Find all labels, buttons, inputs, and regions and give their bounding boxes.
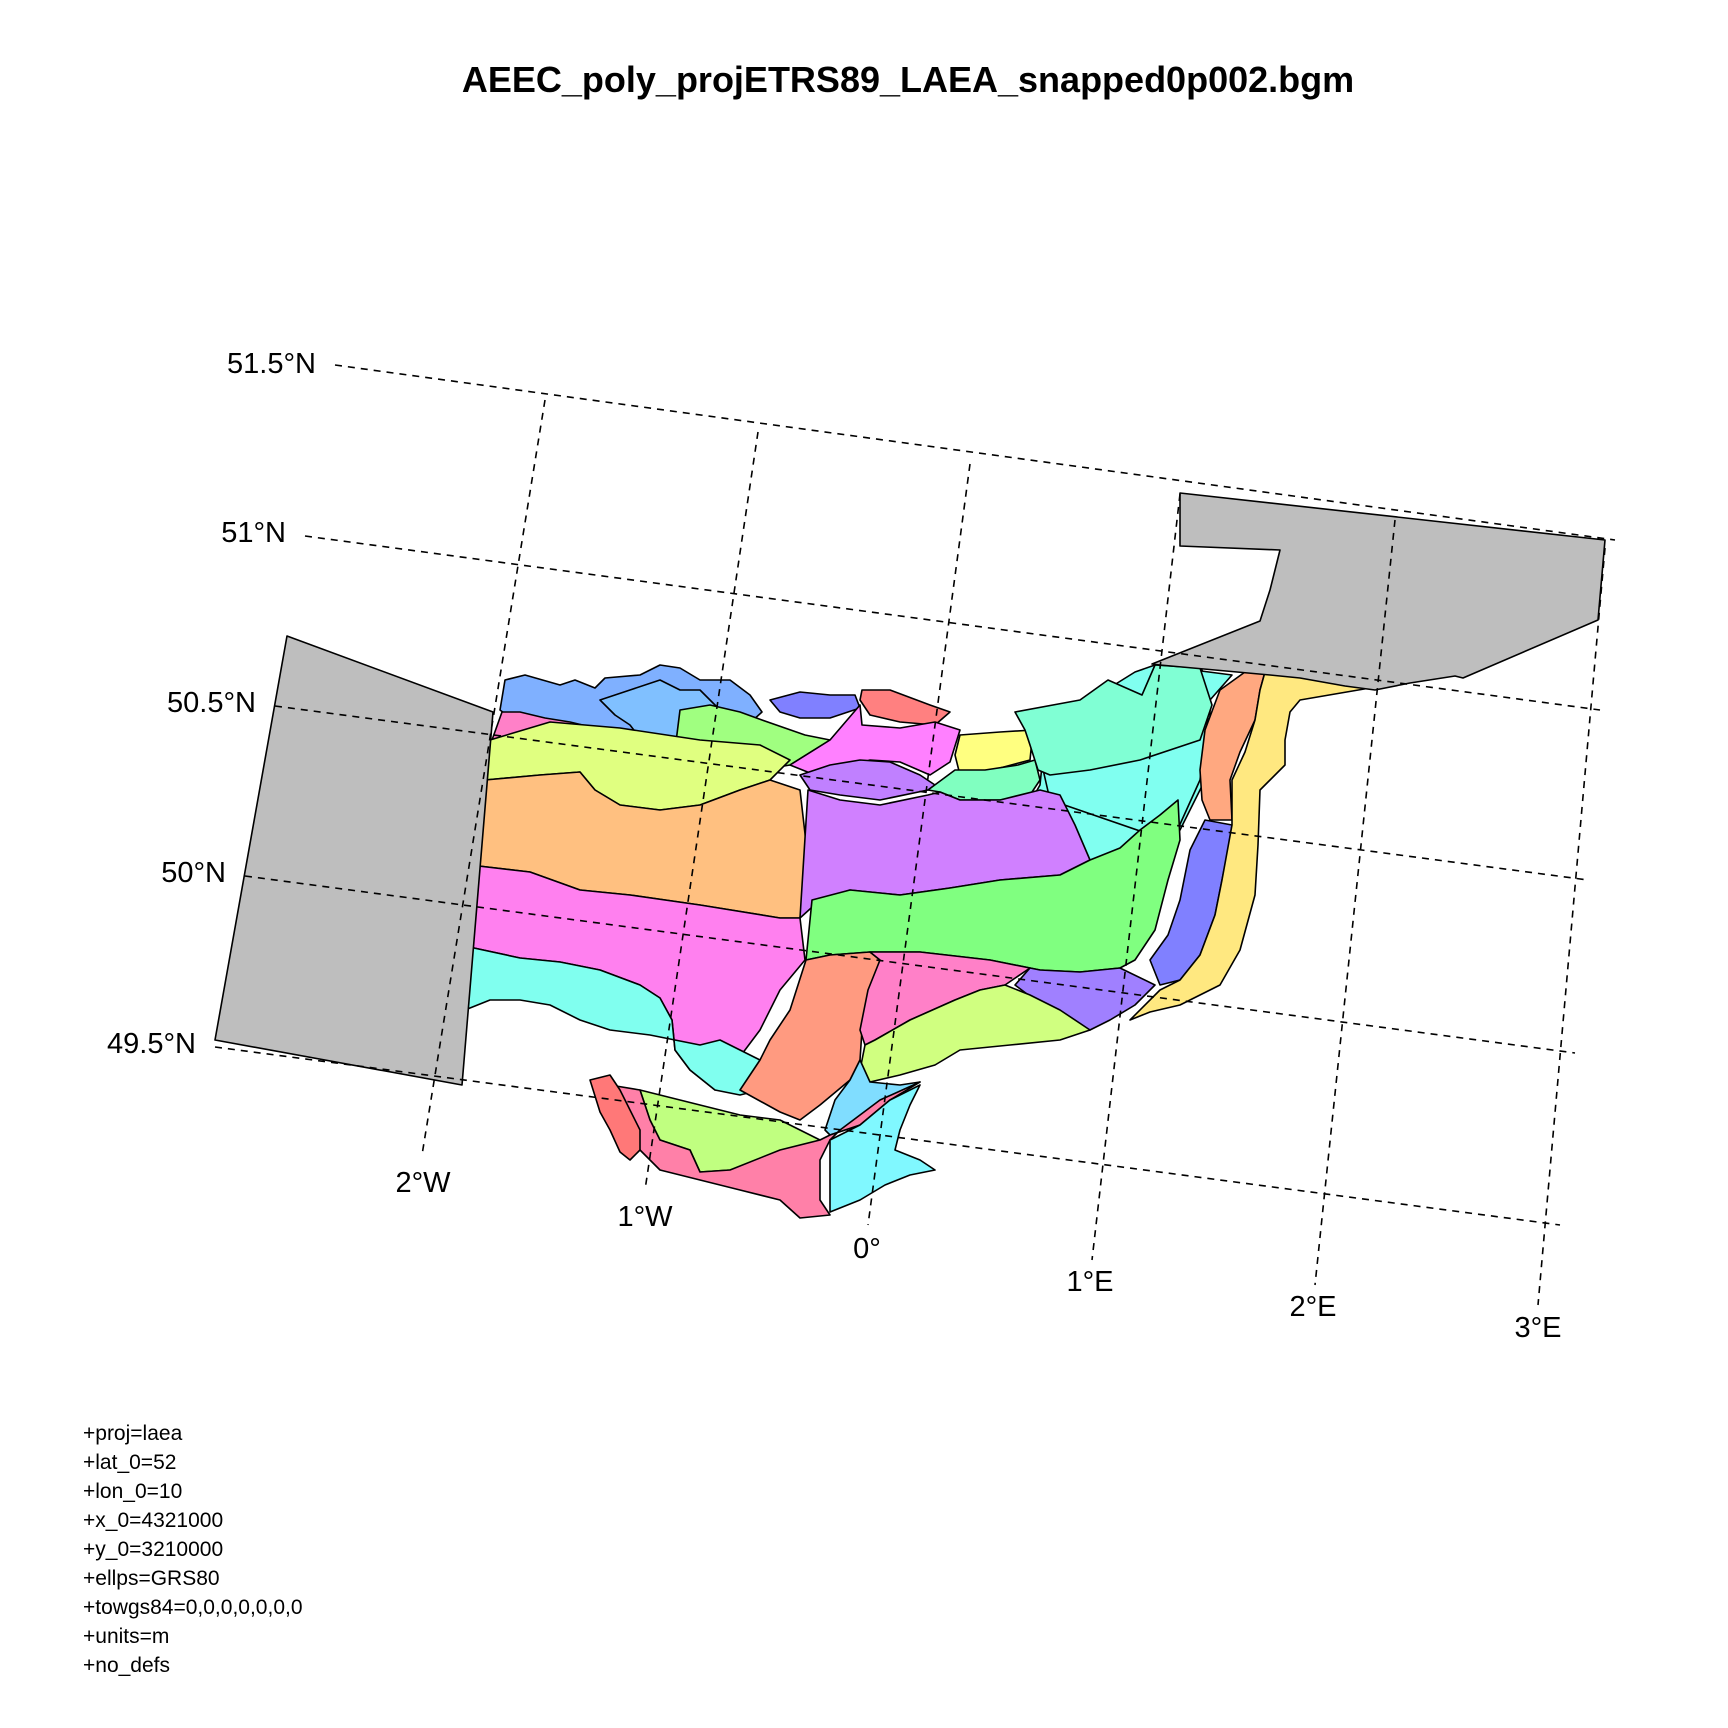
box-polygon	[859, 984, 1091, 1083]
proj-line: +x_0=4321000	[83, 1509, 223, 1532]
proj-line: +lon_0=10	[83, 1480, 182, 1503]
box-polygon	[439, 944, 761, 1096]
proj-line: +lat_0=52	[83, 1451, 176, 1474]
map-title: AEEC_poly_projETRS89_LAEA_snapped0p002.b…	[462, 59, 1354, 100]
proj-line: +no_defs	[83, 1654, 170, 1677]
meridian-0	[867, 463, 971, 1226]
projection-info: +proj=laea +lat_0=52 +lon_0=10 +x_0=4321…	[83, 1422, 303, 1677]
proj-line: +proj=laea	[83, 1422, 183, 1445]
land-right	[1151, 492, 1606, 691]
lon-label: 3°E	[1514, 1312, 1561, 1344]
lat-label: 50.5°N	[167, 687, 256, 719]
latitude-labels: 51.5°N 51°N 50.5°N 50°N 49.5°N	[107, 348, 316, 1060]
proj-line: +units=m	[83, 1625, 169, 1648]
lon-label: 2°W	[395, 1167, 451, 1199]
meridian-2e	[1314, 519, 1396, 1286]
longitude-labels: 2°W 1°W 0° 1°E 2°E 3°E	[395, 1167, 1561, 1344]
box-polygon	[1129, 671, 1371, 1021]
lon-label: 0°	[853, 1233, 881, 1265]
box-polygon	[954, 729, 1034, 776]
box-polygon	[1014, 664, 1213, 776]
meridian-1w	[644, 431, 759, 1191]
box-polygons	[439, 664, 1371, 1219]
parallel-49-5	[214, 1046, 1561, 1226]
lon-label: 1°W	[617, 1201, 673, 1233]
proj-line: +towgs84=0,0,0,0,0,0,0	[83, 1596, 303, 1619]
box-polygon	[589, 1074, 641, 1161]
lat-label: 49.5°N	[107, 1028, 196, 1060]
lon-label: 2°E	[1289, 1291, 1336, 1323]
proj-line: +ellps=GRS80	[83, 1567, 220, 1590]
lon-label: 1°E	[1066, 1266, 1113, 1298]
lat-label: 51°N	[221, 517, 286, 549]
meridian-3e	[1537, 547, 1606, 1306]
box-polygon	[829, 1084, 936, 1213]
lat-label: 50°N	[161, 857, 226, 889]
lat-label: 51.5°N	[227, 348, 316, 380]
box-polygon	[609, 1081, 921, 1219]
box-polygon	[859, 689, 951, 726]
graticule	[214, 364, 1616, 1306]
land-left	[214, 635, 494, 1086]
proj-line: +y_0=3210000	[83, 1538, 223, 1561]
meridian-2w	[421, 399, 546, 1156]
meridian-1e	[1091, 493, 1181, 1261]
parallel-51	[304, 535, 1601, 711]
parallel-50	[244, 875, 1576, 1054]
box-polygon	[769, 691, 861, 719]
parallel-51-5	[334, 364, 1616, 541]
land-masses	[214, 492, 1606, 1086]
